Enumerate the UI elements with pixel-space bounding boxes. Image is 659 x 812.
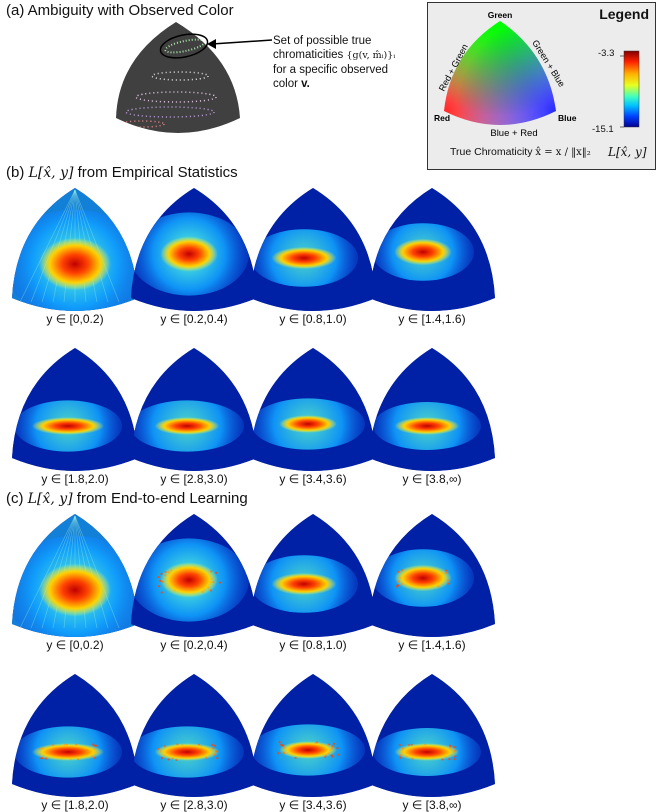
heatmap-plot	[131, 514, 257, 637]
heatmap-cell: y ∈ [0.8,1.0)	[243, 186, 383, 326]
panel-a-title: (a) Ambiguity with Observed Color	[6, 2, 234, 19]
legend-title: Legend	[599, 6, 649, 22]
heatmap-plot	[250, 674, 376, 797]
heatmap-plot	[250, 348, 376, 471]
bin-caption: y ∈ [2.8,3.0)	[160, 472, 228, 486]
dark-chromaticity-triangle	[116, 22, 240, 133]
heatmap-plot	[12, 348, 138, 471]
annotation-line-4: color	[273, 78, 298, 90]
heatmap-plot	[369, 674, 495, 797]
vertex-left-label: Red	[434, 113, 450, 123]
colorbar-max: -3.3	[598, 48, 615, 59]
true-chroma-math: x̂ = x / ‖x‖₂	[535, 147, 591, 158]
heatmap-cell: y ∈ [1.8,2.0)	[5, 346, 145, 486]
heatmap-cell: y ∈ [0.2,0.4)	[124, 186, 264, 326]
heatmap-plot	[250, 188, 376, 311]
bin-caption: y ∈ [0.8,1.0)	[279, 638, 347, 652]
colorbar	[623, 50, 640, 128]
heatmap-cell: y ∈ [3.8,∞)	[362, 346, 502, 486]
panel-c-prefix: (c)	[6, 490, 24, 507]
annotation-bold-v: v.	[301, 78, 310, 90]
vertex-right-label: Blue	[558, 113, 577, 123]
bin-caption: y ∈ [1.4,1.6)	[398, 312, 466, 326]
heatmap-cell: y ∈ [1.8,2.0)	[5, 672, 145, 812]
heatmap-plot	[369, 514, 495, 637]
vertex-top-label: Green	[488, 10, 513, 20]
heatmap-plot	[250, 514, 376, 637]
heatmap-plot	[369, 188, 495, 311]
annotation-line-1: Set of possible true	[273, 35, 372, 47]
heatmap-plot	[131, 348, 257, 471]
bin-caption: y ∈ [3.8,∞)	[402, 472, 462, 486]
bin-caption: y ∈ [0.8,1.0)	[279, 312, 347, 326]
panel-a-figure	[116, 22, 273, 133]
edge-bottom-label: Blue + Red	[490, 128, 537, 139]
annotation-line-2: chromaticities	[273, 49, 344, 61]
heatmap-cell: y ∈ [0,0.2)	[5, 512, 145, 652]
bin-caption: y ∈ [3.8,∞)	[402, 798, 462, 812]
panel-c-title: (c) L[x̂, y] from End-to-end Learning	[6, 490, 248, 507]
panel-b-prefix: (b)	[6, 164, 25, 181]
heatmap-cell: y ∈ [0.2,0.4)	[124, 512, 264, 652]
colorbar-min: -15.1	[592, 124, 614, 135]
bin-caption: y ∈ [1.4,1.6)	[398, 638, 466, 652]
bin-caption: y ∈ [0,0.2)	[46, 312, 104, 326]
heatmap-plot	[369, 348, 495, 471]
annotation-line-3: for a specific observed	[273, 64, 389, 76]
heatmap-cell: y ∈ [1.4,1.6)	[362, 512, 502, 652]
annotation-arrow	[211, 39, 273, 45]
bin-caption: y ∈ [0,0.2)	[46, 638, 104, 652]
bin-caption: y ∈ [1.8,2.0)	[41, 472, 109, 486]
true-chromaticity-label: True Chromaticity x̂ = x / ‖x‖₂	[450, 146, 591, 158]
heatmap-cell: y ∈ [3.4,3.6)	[243, 346, 383, 486]
colorbar-label: L[x̂, y]	[608, 145, 647, 159]
legend-graphic: Green Red Blue Red + Green Green + Blue …	[434, 10, 640, 139]
heatmap-cell: y ∈ [3.4,3.6)	[243, 672, 383, 812]
heatmap-cell: y ∈ [0,0.2)	[5, 186, 145, 326]
heatmap-plot	[131, 188, 257, 311]
heatmap-plot	[12, 514, 138, 637]
heatmap-plot	[12, 674, 138, 797]
legend-box: Green Red Blue Red + Green Green + Blue …	[427, 2, 656, 170]
heatmap-cell: y ∈ [2.8,3.0)	[124, 672, 264, 812]
heatmap-cell: y ∈ [2.8,3.0)	[124, 346, 264, 486]
heatmap-cell: y ∈ [0.8,1.0)	[243, 512, 383, 652]
highlight-ellipse	[159, 33, 209, 59]
heatmap-plot	[131, 674, 257, 797]
bin-caption: y ∈ [0.2,0.4)	[160, 638, 228, 652]
panel-c-math: L[x̂, y]	[27, 491, 73, 507]
panel-b-math: L[x̂, y]	[28, 165, 74, 181]
heatmap-cell: y ∈ [1.4,1.6)	[362, 186, 502, 326]
bin-caption: y ∈ [3.4,3.6)	[279, 472, 347, 486]
panel-a-annotation: Set of possible true chromaticities {g(v…	[273, 34, 423, 91]
heatmap-plot	[12, 188, 138, 311]
true-chroma-text: True Chromaticity	[450, 146, 533, 158]
bin-caption: y ∈ [0.2,0.4)	[160, 312, 228, 326]
heatmap-cell: y ∈ [3.8,∞)	[362, 672, 502, 812]
annotation-math: {g(v, m̂ᵢ)}ᵢ	[346, 50, 396, 61]
panel-b-title: (b) L[x̂, y] from Empirical Statistics	[6, 164, 238, 181]
panel-b-suffix: from Empirical Statistics	[77, 164, 238, 181]
panel-c-suffix: from End-to-end Learning	[76, 490, 248, 507]
